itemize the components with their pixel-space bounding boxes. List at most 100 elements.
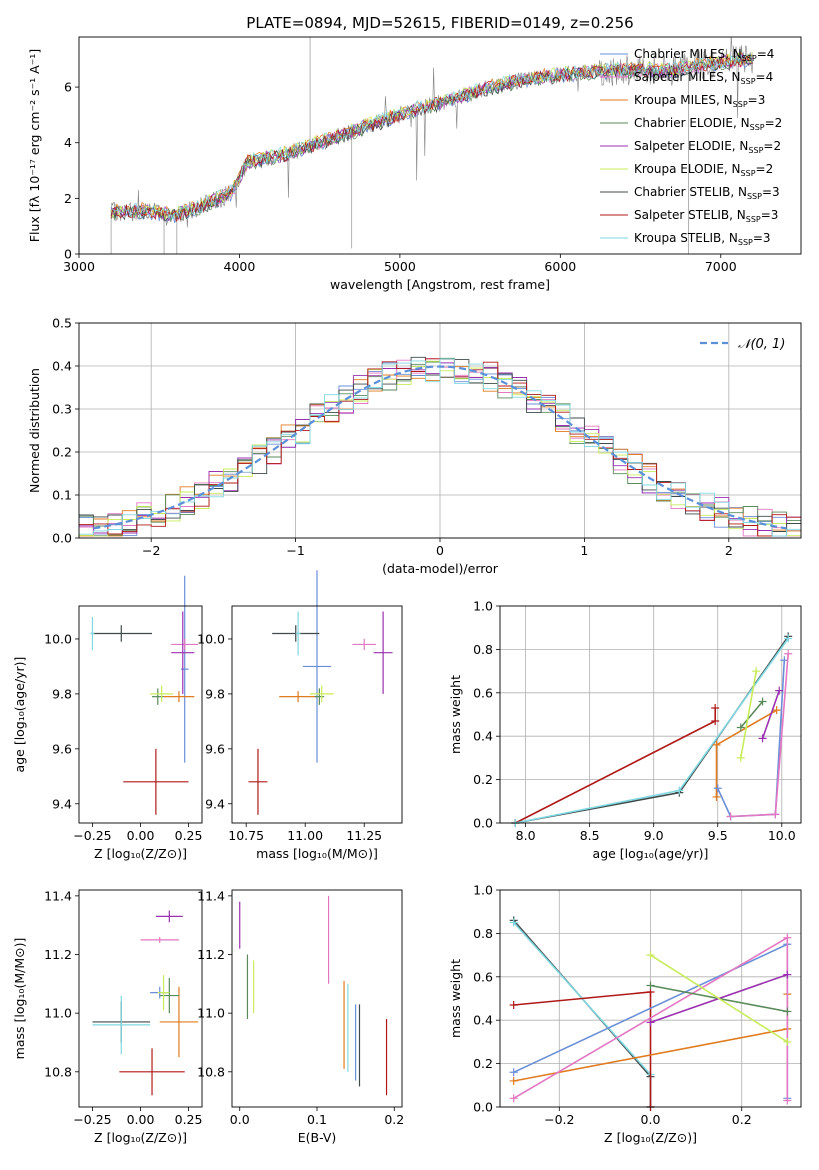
plus-marker [509,1076,518,1085]
mass-weight-line [650,954,788,1043]
y-axis-label: Normed distribution [27,368,42,493]
plus-marker [784,649,793,658]
x-tick-label: 5000 [384,259,416,274]
y-tick-label: 0.1 [52,488,72,503]
axes-frame [231,889,403,1108]
axes-frame [78,322,802,539]
mass-weight-line [513,919,652,1107]
y-axis-label: mass weight [448,959,463,1038]
x-tick-label: −0.25 [73,828,111,843]
y-tick-label: 0.3 [52,402,72,417]
y-tick-label: 10.0 [197,631,225,646]
mass-weight-line [515,635,789,824]
histogram-krou-stelib [79,358,801,537]
plus-marker [712,792,721,801]
plus-marker [509,1068,518,1077]
x-axis-label: E(B-V) [298,1130,337,1145]
y-tick-label: 2 [64,191,72,206]
histogram-chab-elodie [79,357,801,536]
x-tick-label: 11.00 [287,828,323,843]
y-tick-label: 0.2 [52,445,72,460]
plus-marker [736,753,745,762]
x-tick-label: 9.0 [644,828,664,843]
x-axis-label: age [log₁₀(age/yr)] [593,846,709,861]
x-tick-label: 0.0 [641,1112,661,1127]
y-tick-label: 0.4 [473,729,493,744]
y-tick-label: 11.2 [44,947,72,962]
plus-marker [771,810,780,819]
chart-title: PLATE=0894, MJD=52615, FIBERID=0149, z=0… [246,14,633,32]
axes-frame [78,889,203,1108]
x-tick-label: 10.75 [228,828,264,843]
x-tick-label: 7000 [705,259,737,274]
plus-marker [758,734,767,743]
x-tick-label: 6000 [544,259,576,274]
x-tick-label: 1 [580,543,588,558]
plus-marker [784,634,793,643]
y-tick-label: 10.8 [44,1064,72,1079]
y-tick-label: 0 [64,247,72,262]
x-tick-label: 0.25 [175,1112,203,1127]
plus-marker [783,970,792,979]
y-tick-label: 11.2 [197,947,225,962]
x-axis-label: Z [log₁₀(Z/Z⊙)] [604,1130,697,1145]
y-tick-label: 11.0 [44,1006,72,1021]
y-tick-label: 1.0 [473,883,493,898]
y-tick-label: 0.8 [473,926,493,941]
mass-weight-line [740,700,764,729]
plus-marker [783,933,792,942]
y-tick-label: 0.0 [473,1100,493,1115]
plus-marker [713,784,722,793]
x-axis-label: Z [log₁₀(Z/Z⊙)] [94,1130,187,1145]
gaussian-curve [93,365,787,530]
y-tick-label: 0.6 [473,685,493,700]
mass-weight-line [740,670,757,759]
legend-entry: 𝒩(0, 1) [738,337,785,352]
x-tick-label: 0.1 [307,1112,327,1127]
plus-marker [509,918,518,927]
legend-entry: Kroupa ELODIE, NSSP=2 [634,162,773,178]
legend-entry: Chabrier ELODIE, NSSP=2 [634,116,782,132]
y-tick-label: 1.0 [473,599,493,614]
y-tick-label: 9.8 [205,686,225,701]
x-tick-label: 0.00 [127,1112,155,1127]
legend-entry: Salpeter ELODIE, NSSP=2 [634,139,781,155]
x-tick-label: −2 [142,543,160,558]
plus-marker [646,981,655,990]
y-tick-label: 4 [64,135,72,150]
y-tick-label: 9.4 [52,796,72,811]
model-line-salp-stelib [110,52,753,222]
y-tick-label: 0.2 [473,772,493,787]
mass-weight-line [515,638,789,824]
y-tick-label: 0.8 [473,642,493,657]
legend-entry: Kroupa MILES, NSSP=3 [634,93,765,109]
plus-marker [726,812,735,821]
x-tick-label: 0.0 [230,1112,250,1127]
legend-entry: Chabrier MILES, NSSP=4 [634,47,774,63]
mass-weight-line [513,921,652,1107]
x-tick-label: 2 [725,543,733,558]
y-axis-label: Flux [fλ 10⁻¹⁷ erg cm⁻² s⁻¹ A⁻¹] [27,49,42,242]
mass-weight-line [513,991,652,1107]
y-tick-label: 10.8 [197,1064,225,1079]
x-tick-label: 10.0 [768,828,796,843]
plus-marker [758,697,767,706]
x-tick-label: 11.25 [346,828,382,843]
plus-marker [711,717,720,726]
y-tick-label: 0.2 [473,1056,493,1071]
mass-weight-line [761,690,780,739]
axes-frame [78,605,203,824]
y-tick-label: 0.4 [52,359,72,374]
plus-marker [772,706,781,715]
x-axis-label: Z [log₁₀(Z/Z⊙)] [94,846,187,861]
x-tick-label: 3000 [63,259,95,274]
model-line-krou-stelib [110,52,753,220]
x-axis-label: (data-model)/error [382,561,499,576]
x-tick-label: 8.0 [516,828,536,843]
legend-entry: Salpeter MILES, NSSP=4 [634,70,773,86]
x-axis-label: wavelength [Angstrom, rest frame] [330,277,550,292]
y-axis-label: mass weight [448,675,463,754]
y-tick-label: 11.4 [197,888,225,903]
plus-marker [775,686,784,695]
